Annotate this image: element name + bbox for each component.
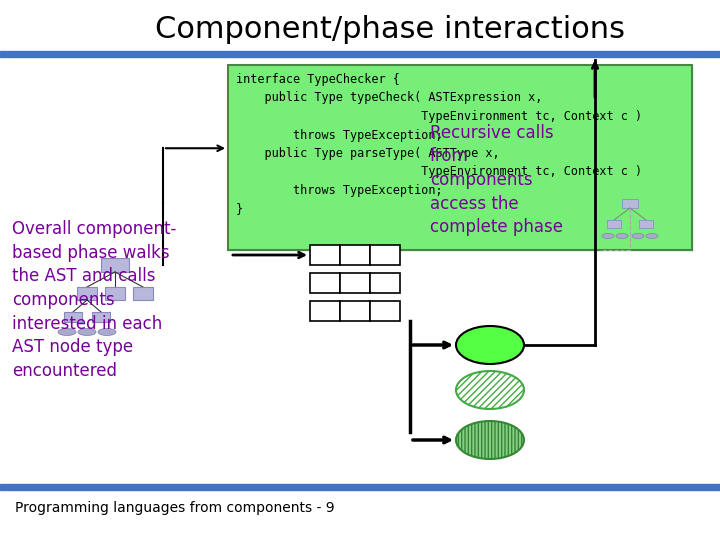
Ellipse shape [602, 233, 614, 239]
Ellipse shape [456, 326, 524, 364]
Ellipse shape [58, 328, 76, 335]
Bar [133, 287, 153, 300]
Bar [77, 287, 97, 300]
Bar [310, 301, 340, 321]
Ellipse shape [646, 233, 658, 239]
Bar [370, 301, 400, 321]
Ellipse shape [456, 371, 524, 409]
Bar [105, 287, 125, 300]
Text: interface TypeChecker {
    public Type typeCheck( ASTExpression x,
            : interface TypeChecker { public Type type… [236, 73, 642, 215]
Bar [340, 301, 370, 321]
Bar [607, 220, 621, 228]
Text: Recursive calls
from
components
access the
complete phase: Recursive calls from components access t… [430, 124, 563, 236]
Bar [340, 245, 370, 265]
Text: Component/phase interactions: Component/phase interactions [155, 16, 625, 44]
Bar [622, 199, 638, 208]
Bar [64, 312, 82, 322]
Ellipse shape [98, 328, 116, 335]
Bar [101, 258, 129, 272]
Bar [228, 65, 692, 250]
Ellipse shape [616, 233, 628, 239]
Ellipse shape [632, 233, 644, 239]
Bar [370, 245, 400, 265]
Bar [228, 65, 692, 250]
Bar [92, 312, 110, 322]
Text: Overall component-
based phase walks
the AST and calls
components
interested in : Overall component- based phase walks the… [12, 220, 176, 380]
Bar [370, 273, 400, 293]
Bar [310, 273, 340, 293]
Bar [639, 220, 653, 228]
Bar [0, 484, 720, 490]
Bar [310, 245, 340, 265]
Bar [340, 273, 370, 293]
Bar [0, 51, 720, 57]
Text: Programming languages from components - 9: Programming languages from components - … [15, 501, 335, 515]
Ellipse shape [78, 328, 96, 335]
Ellipse shape [456, 421, 524, 459]
